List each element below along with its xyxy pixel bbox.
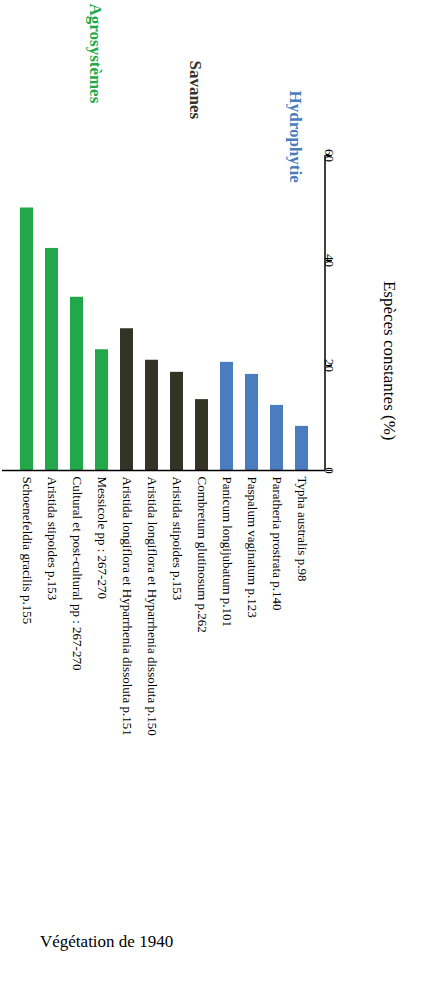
svg-text:60: 60 — [322, 149, 338, 162]
svg-text:Panicum longijubatum p.101: Panicum longijubatum p.101 — [220, 477, 235, 628]
svg-text:Espèces constantes (%): Espèces constantes (%) — [380, 281, 399, 441]
svg-text:Schoenefeldia gracilis p.155: Schoenefeldia gracilis p.155 — [20, 477, 35, 625]
svg-text:Agrosystèmes: Agrosystèmes — [86, 4, 105, 104]
svg-text:20: 20 — [322, 359, 338, 372]
svg-text:Savanes: Savanes — [186, 61, 205, 120]
svg-text:40: 40 — [322, 254, 338, 267]
svg-text:Paspalum vaginatum p.123: Paspalum vaginatum p.123 — [245, 477, 260, 618]
svg-text:Cultural et post-cultural pp :: Cultural et post-cultural pp : 267-270 — [70, 477, 85, 671]
html-text:Végétation de 1940: Végétation de 1940 — [40, 932, 174, 951]
svg-text:0: 0 — [322, 467, 338, 474]
svg-text:Messicole pp : 267-270: Messicole pp : 267-270 — [95, 477, 110, 599]
svg-text:Hydrophytie: Hydrophytie — [286, 91, 305, 184]
svg-text:Aristida longiflora et Hyparrh: Aristida longiflora et Hyparrhenia disso… — [145, 477, 160, 736]
svg-text:Typha australis p.98: Typha australis p.98 — [295, 477, 310, 582]
svg-text:Aristida stipoides p.153: Aristida stipoides p.153 — [45, 477, 60, 601]
svg-text:Paratheria prostrata p.140: Paratheria prostrata p.140 — [270, 477, 285, 611]
svg-text:Aristida stipoides p.153: Aristida stipoides p.153 — [170, 477, 185, 601]
svg-text:Combretum glutinosum p.262: Combretum glutinosum p.262 — [195, 477, 210, 633]
svg-text:Aristida longiflora et Hyparrh: Aristida longiflora et Hyparrhenia disso… — [120, 477, 135, 736]
